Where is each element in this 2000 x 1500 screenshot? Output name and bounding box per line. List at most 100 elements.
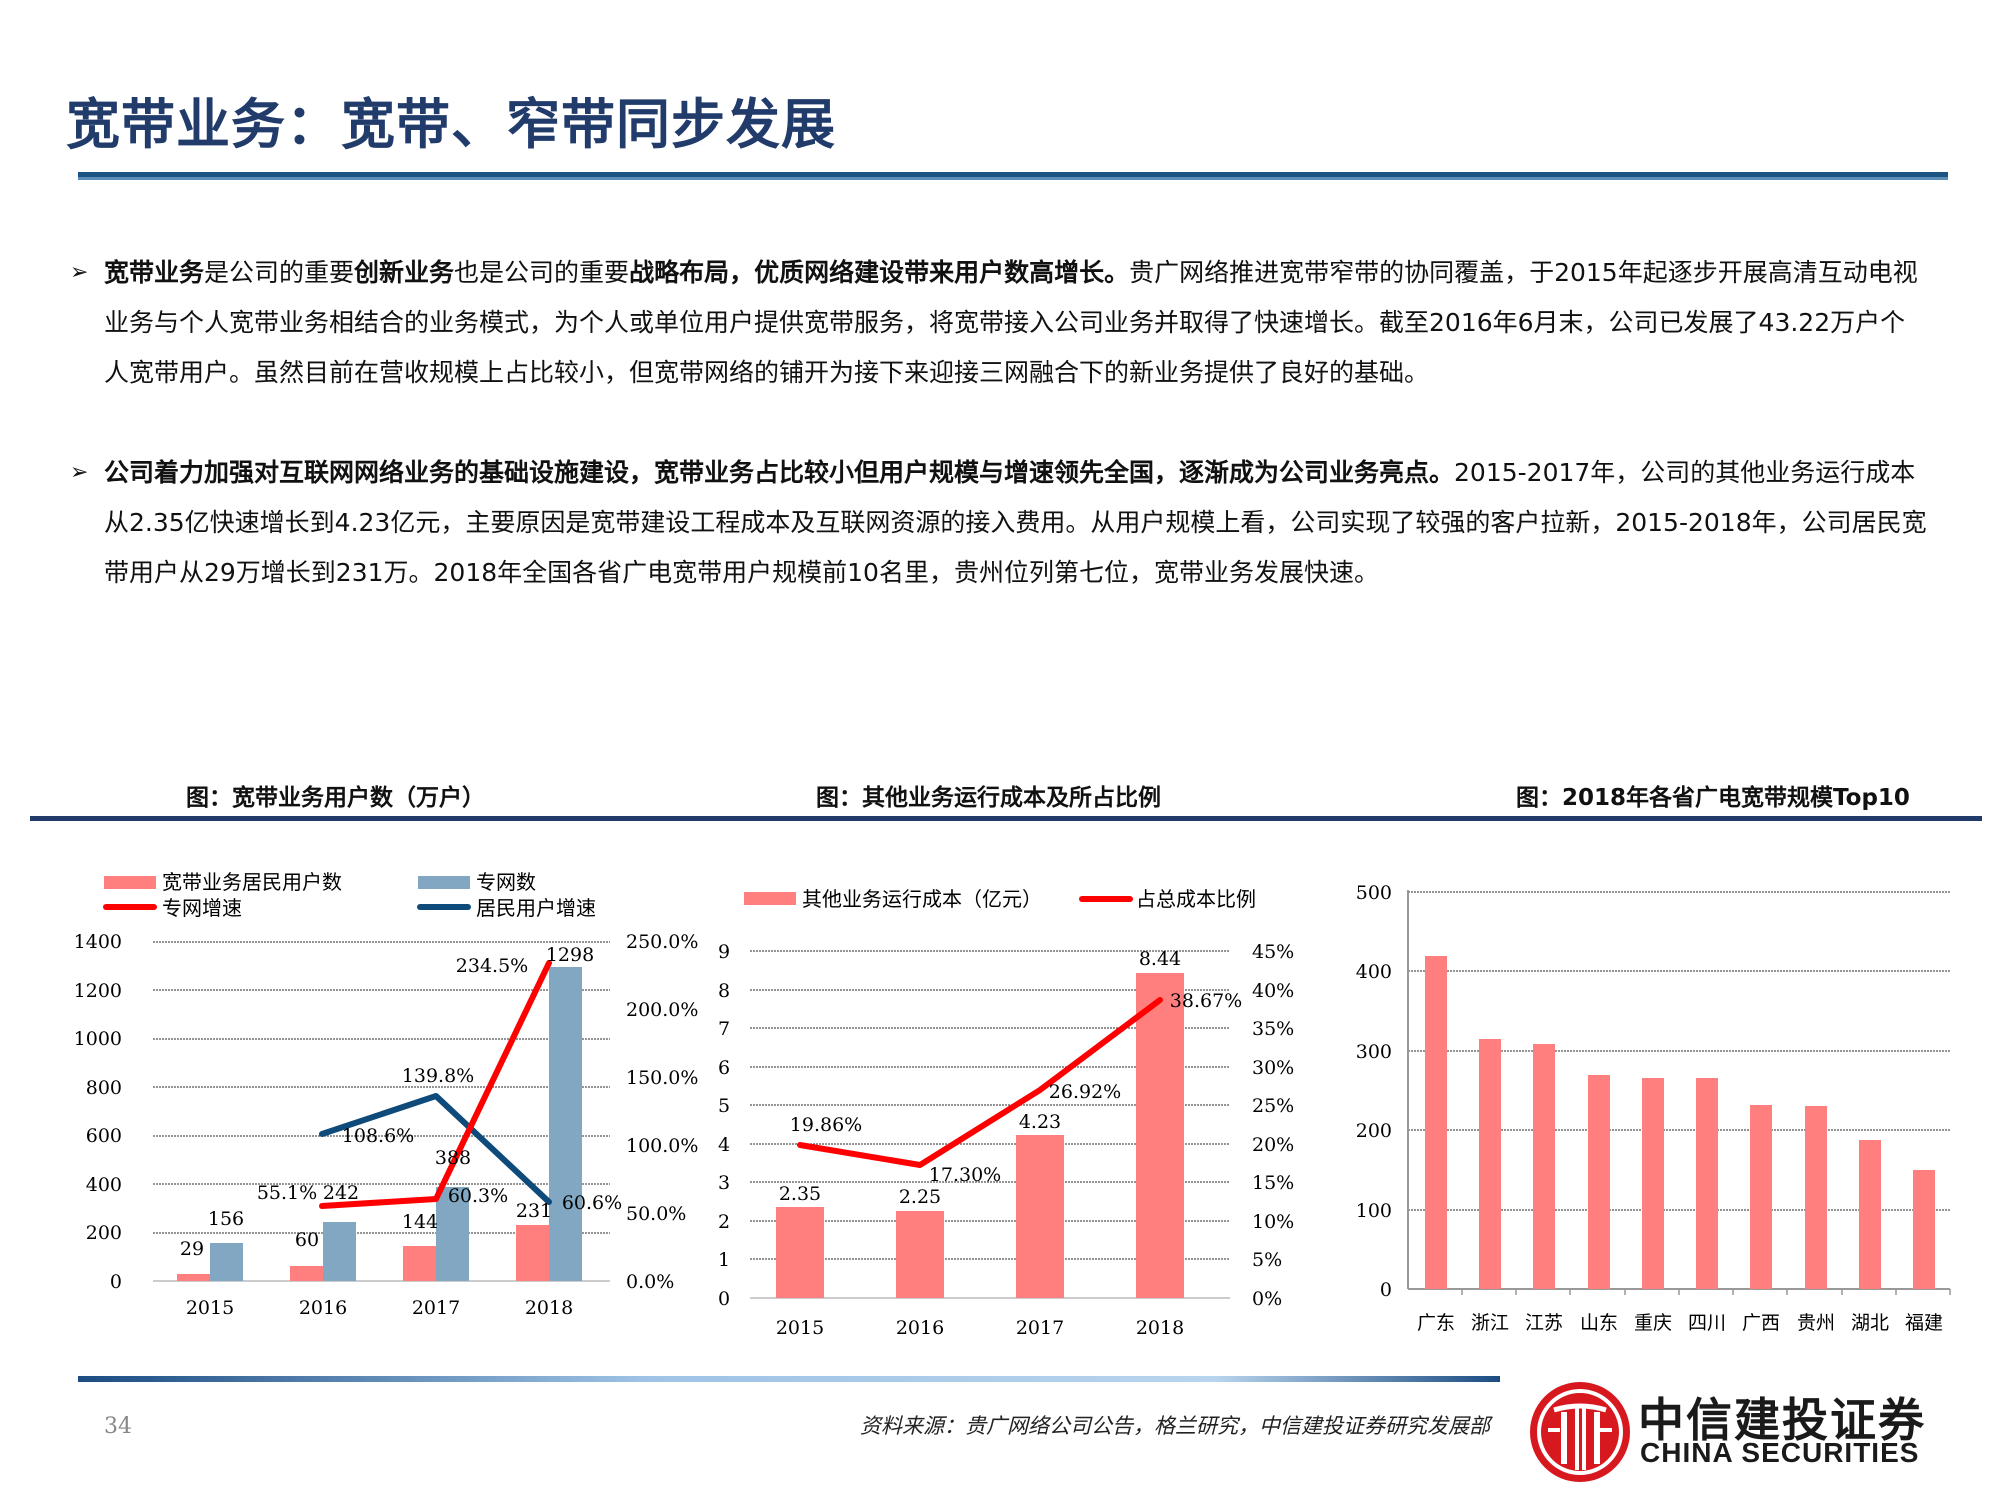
- chart2-cost: 其他业务运行成本（亿元） 占总成本比例 0 1 2 3 4 5 6 7 8 9: [700, 830, 1340, 1350]
- bar-shandong: [1588, 1075, 1610, 1289]
- chart1-right-axis: 0.0% 50.0% 100.0% 150.0% 200.0% 250.0%: [626, 931, 698, 1293]
- chart1-title: 图：宽带业务用户数（万户）: [186, 785, 485, 811]
- svg-text:19.86%: 19.86%: [790, 1114, 862, 1136]
- bar-hubei: [1859, 1140, 1881, 1289]
- svg-text:4.23: 4.23: [1019, 1111, 1061, 1133]
- bar-fujian: [1913, 1170, 1935, 1289]
- svg-text:贵州: 贵州: [1797, 1312, 1835, 1334]
- text-normal: 是公司的重要: [204, 258, 355, 287]
- svg-text:2015: 2015: [776, 1317, 824, 1339]
- svg-text:250.0%: 250.0%: [626, 931, 698, 953]
- line-resident-growth: [319, 1093, 552, 1205]
- svg-text:55.1%: 55.1%: [257, 1182, 317, 1204]
- bar-chongqing: [1642, 1078, 1664, 1289]
- chart2-title: 图：其他业务运行成本及所占比例: [816, 785, 1161, 811]
- svg-text:5: 5: [718, 1095, 730, 1117]
- text-bold: 创新业务: [354, 258, 455, 287]
- bar-resident-2018: [516, 1225, 549, 1281]
- svg-text:2018: 2018: [525, 1297, 573, 1319]
- legend-label: 其他业务运行成本（亿元）: [802, 887, 1042, 911]
- svg-text:144: 144: [402, 1211, 438, 1233]
- bullet-arrow-icon: ➢: [70, 260, 89, 285]
- svg-text:231: 231: [516, 1200, 552, 1222]
- chart3-bars: [1425, 956, 1935, 1289]
- bar-zhejiang: [1479, 1039, 1501, 1289]
- legend-label: 宽带业务居民用户数: [162, 870, 342, 894]
- text-bold: 宽带业务: [104, 258, 205, 287]
- svg-text:7: 7: [718, 1018, 730, 1040]
- svg-text:2016: 2016: [299, 1297, 347, 1319]
- svg-text:400: 400: [1356, 961, 1392, 983]
- legend-swatch-private-bar: [418, 876, 470, 889]
- svg-text:25%: 25%: [1252, 1095, 1294, 1117]
- chart3-svg: 0 100 200 300 400 500 广东 浙江 江苏 山东 重庆 四川: [1356, 882, 1951, 1334]
- bar-resident-2015: [177, 1274, 210, 1281]
- svg-text:800: 800: [86, 1077, 122, 1099]
- chart1-x-axis-labels: 2015 2016 2017 2018: [186, 1297, 573, 1319]
- svg-text:100.0%: 100.0%: [626, 1135, 698, 1157]
- chart1-svg: 宽带业务居民用户数 专网数 专网增速 居民用户增速 0 200 400 600 …: [74, 870, 699, 1319]
- svg-text:60.6%: 60.6%: [562, 1192, 622, 1214]
- svg-text:60: 60: [295, 1229, 319, 1251]
- svg-text:8.44: 8.44: [1139, 948, 1181, 970]
- bar-jiangsu: [1533, 1044, 1555, 1289]
- bar-private-2018: [549, 967, 582, 1281]
- svg-text:242: 242: [323, 1182, 359, 1204]
- page-number: 34: [104, 1414, 132, 1439]
- svg-text:200.0%: 200.0%: [626, 999, 698, 1021]
- chart2-left-axis: 0 1 2 3 4 5 6 7 8 9: [718, 941, 730, 1310]
- svg-text:2.25: 2.25: [899, 1186, 941, 1208]
- svg-text:3: 3: [718, 1172, 730, 1194]
- chart2-data-labels: 2.35 2.25 4.23 8.44 19.86% 17.30% 26.92%…: [779, 948, 1242, 1208]
- bar-resident-2016: [290, 1266, 323, 1281]
- text-normal: 贵广网络推进宽带窄带的协同覆盖，于2015年起逐步开展高清互动电视业务与个人宽带…: [104, 258, 1918, 387]
- charts-divider: [30, 816, 1982, 821]
- svg-text:2017: 2017: [1016, 1317, 1064, 1339]
- chart2-right-axis: 0% 5% 10% 15% 20% 25% 30% 35% 40% 45%: [1252, 941, 1294, 1310]
- text-normal: 也是公司的重要: [454, 258, 630, 287]
- svg-text:50.0%: 50.0%: [626, 1203, 686, 1225]
- svg-text:150.0%: 150.0%: [626, 1067, 698, 1089]
- source-note: 资料来源：贵广网络公司公告，格兰研究，中信建投证券研究发展部: [860, 1414, 1490, 1438]
- bar-guangxi: [1750, 1105, 1772, 1289]
- bar-cost-2016: [896, 1211, 944, 1298]
- logo-text-cn: 中信建投证券: [1638, 1393, 1926, 1447]
- svg-text:0: 0: [1380, 1279, 1392, 1301]
- bullet-text-1: 宽带业务是公司的重要创新业务也是公司的重要战略布局，优质网络建设带来用户数高增长…: [104, 248, 1930, 398]
- svg-text:2018: 2018: [1136, 1317, 1184, 1339]
- svg-text:6: 6: [718, 1057, 730, 1079]
- svg-text:38.67%: 38.67%: [1170, 990, 1242, 1012]
- title-divider-accent: [78, 177, 1948, 180]
- chart2-x-axis-labels: 2015 2016 2017 2018: [776, 1317, 1184, 1339]
- bullet-arrow-icon: ➢: [70, 460, 89, 485]
- footer-divider: [78, 1376, 1500, 1382]
- svg-text:200: 200: [86, 1222, 122, 1244]
- svg-text:1: 1: [718, 1249, 730, 1271]
- svg-text:0: 0: [110, 1271, 122, 1293]
- svg-text:29: 29: [180, 1238, 204, 1260]
- chart3-title: 图：2018年各省广电宽带规模Top10: [1516, 785, 1910, 811]
- text-normal: 2015-2017年，公司的其他业务运行成本从2.35亿快速增长到4.23亿元，…: [104, 458, 1927, 587]
- text-bold: 战略布局，优质网络建设带来用户数高增长。: [629, 258, 1130, 287]
- svg-text:0: 0: [718, 1288, 730, 1310]
- svg-text:2017: 2017: [412, 1297, 460, 1319]
- svg-text:4: 4: [718, 1134, 730, 1156]
- svg-text:湖北: 湖北: [1851, 1312, 1889, 1334]
- chart1-users: 宽带业务居民用户数 专网数 专网增速 居民用户增速 0 200 400 600 …: [0, 830, 720, 1350]
- svg-text:1200: 1200: [74, 980, 122, 1002]
- legend-label: 专网增速: [162, 896, 242, 920]
- svg-text:2015: 2015: [186, 1297, 234, 1319]
- svg-text:20%: 20%: [1252, 1134, 1294, 1156]
- logo-text-en: CHINA SECURITIES: [1640, 1437, 1920, 1468]
- svg-text:重庆: 重庆: [1634, 1312, 1672, 1334]
- svg-text:600: 600: [86, 1125, 122, 1147]
- bar-cost-2015: [776, 1207, 824, 1298]
- svg-text:139.8%: 139.8%: [402, 1065, 474, 1087]
- chart1-data-labels: 29 156 60 242 144 388 231 1298 55.1% 60.…: [180, 944, 622, 1260]
- svg-text:9: 9: [718, 941, 730, 963]
- bar-private-2017: [436, 1187, 469, 1281]
- svg-text:1000: 1000: [74, 1028, 122, 1050]
- svg-text:1400: 1400: [74, 931, 122, 953]
- chart1-left-axis: 0 200 400 600 800 1000 1200 1400: [74, 931, 122, 1293]
- bar-private-2016: [323, 1222, 356, 1281]
